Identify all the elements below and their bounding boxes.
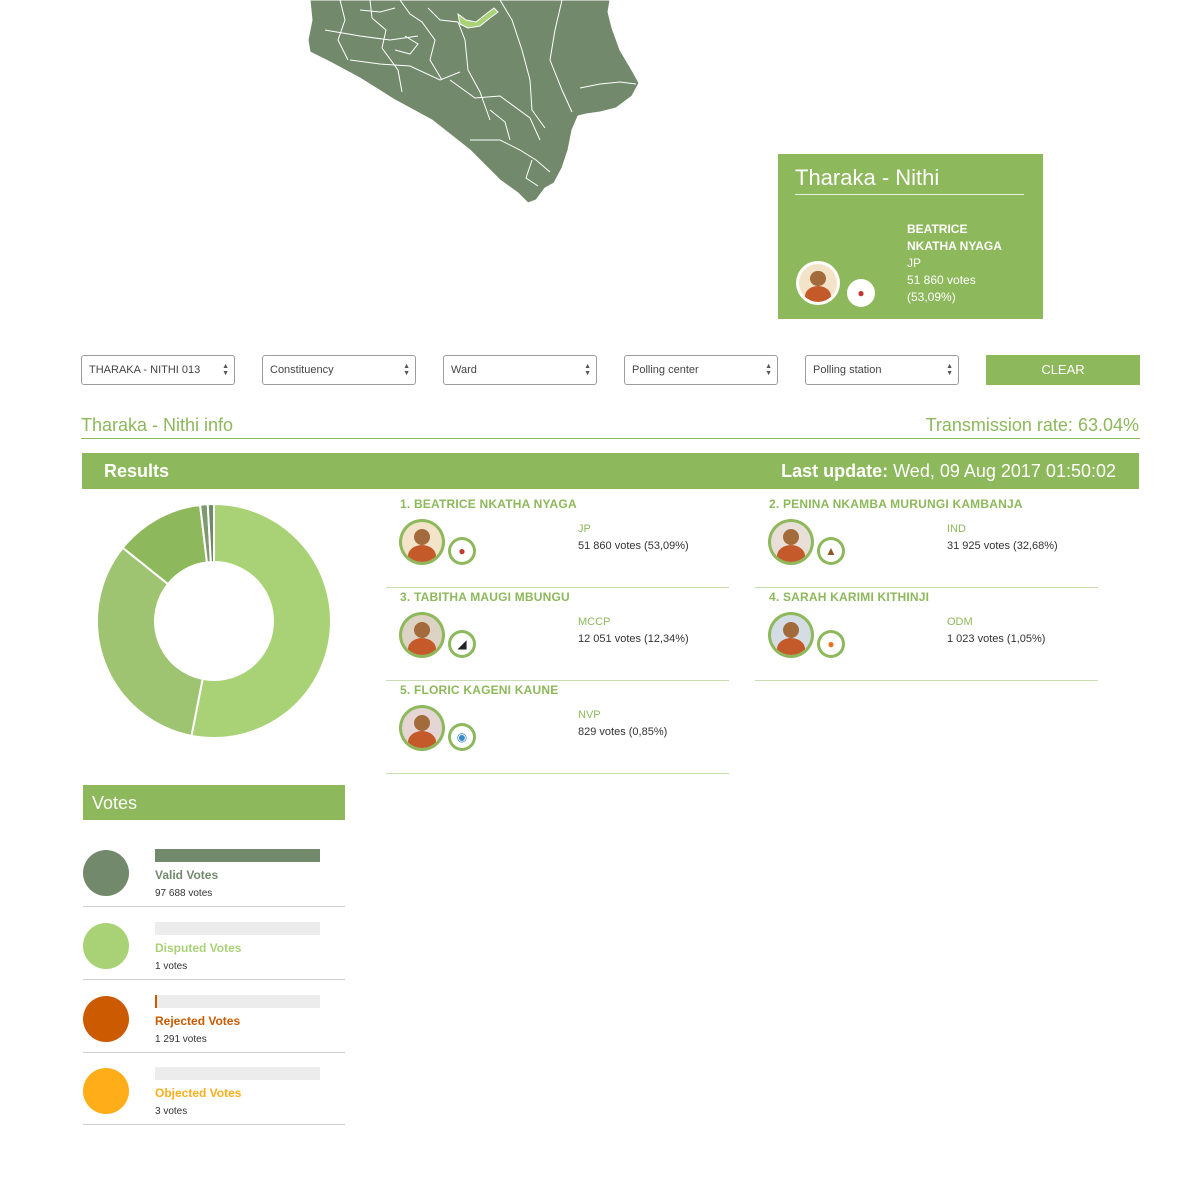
rejected-votes-bar [155,995,320,1008]
popup-title: Tharaka - Nithi [795,165,940,190]
polling-station-select[interactable]: Polling station ▲ ▼ [805,355,959,385]
select-arrows-icon: ▲ ▼ [765,363,772,377]
candidate-party: JP [578,523,591,535]
mccp-party-logo-icon: ◢ [448,630,476,658]
valid-votes-bar [155,849,320,862]
valid-votes-dot [83,850,129,896]
last-update-value: Wed, 09 Aug 2017 01:50:02 [888,461,1116,481]
votes-row-disputed: Disputed Votes 1 votes [83,908,345,980]
select-arrows-icon: ▲ ▼ [584,363,591,377]
polling-center-select-value: Polling center [632,364,699,376]
valid-votes-bar-fill [155,849,320,862]
popup-divider [795,194,1024,195]
candidate-name: 4. SARAH KARIMI KITHINJI [769,590,930,604]
candidate-card[interactable]: 3. TABITHA MAUGI MBUNGU ◢ MCCP 12 051 vo… [386,588,729,681]
candidate-name: 5. FLORIC KAGENI KAUNE [400,683,559,697]
candidate-avatar [399,705,445,751]
independent-logo-icon: ▲ [817,537,845,565]
odm-party-logo-icon: ● [817,630,845,658]
results-header: Results Last update: Wed, 09 Aug 2017 01… [82,453,1139,489]
info-divider [81,438,1140,439]
candidate-card[interactable]: 2. PENINA NKAMBA MURUNGI KAMBANJA ▲ IND … [755,495,1098,588]
select-arrows-icon: ▲ ▼ [222,363,229,377]
valid-votes-count: 97 688 votes [155,888,213,899]
rejected-votes-bar-fill [155,995,158,1008]
results-donut-chart [96,502,332,739]
candidate-card[interactable]: 5. FLORIC KAGENI KAUNE ◉ NVP 829 votes (… [386,681,729,774]
candidate-votes: 12 051 votes (12,34%) [578,633,689,645]
candidate-votes: 31 925 votes (32,68%) [947,540,1058,552]
constituency-select[interactable]: Constituency ▲ ▼ [262,355,416,385]
candidate-card[interactable]: 4. SARAH KARIMI KITHINJI ● ODM 1 023 vot… [755,588,1098,681]
rejected-votes-count: 1 291 votes [155,1034,207,1045]
objected-votes-dot [83,1068,129,1114]
candidate-avatar [399,612,445,658]
candidate-name: 3. TABITHA MAUGI MBUNGU [400,590,570,604]
last-update: Last update: Wed, 09 Aug 2017 01:50:02 [781,461,1116,482]
candidate-name: 1. BEATRICE NKATHA NYAGA [400,497,577,511]
nvp-party-logo-icon: ◉ [448,723,476,751]
candidate-party: ODM [947,616,973,628]
objected-votes-label: Objected Votes [155,1086,242,1100]
rejected-votes-dot [83,996,129,1042]
votes-header: Votes [83,785,345,820]
popup-candidate-name-line1: BEATRICE [907,222,968,236]
polling-station-select-value: Polling station [813,364,882,376]
county-select[interactable]: THARAKA - NITHI 013 ▲ ▼ [81,355,235,385]
objected-votes-bar [155,1067,320,1080]
candidate-party: MCCP [578,616,611,628]
county-popup-card: Tharaka - Nithi BEATRICE NKATHA NYAGA JP… [778,154,1043,319]
select-arrows-icon: ▲ ▼ [403,363,410,377]
ward-select[interactable]: Ward ▲ ▼ [443,355,597,385]
popup-candidate-votes: 51 860 votes [907,273,976,287]
candidate-votes: 51 860 votes (53,09%) [578,540,689,552]
donut-slice-5[interactable] [206,502,215,564]
jp-party-logo-icon: ● [448,537,476,565]
county-info-title: Tharaka - Nithi info [81,415,234,435]
clear-button[interactable]: CLEAR [986,355,1140,385]
candidate-avatar [768,519,814,565]
popup-candidate-party: JP [907,256,922,270]
votes-row-objected: Objected Votes 3 votes [83,1053,345,1125]
candidate-votes: 829 votes (0,85%) [578,726,668,738]
select-arrows-icon: ▲ ▼ [946,363,953,377]
candidate-avatar [399,519,445,565]
objected-votes-count: 3 votes [155,1106,188,1117]
popup-candidate-avatar [796,261,840,305]
candidate-card[interactable]: 1. BEATRICE NKATHA NYAGA ● JP 51 860 vot… [386,495,729,588]
ward-select-value: Ward [451,364,477,376]
candidate-votes: 1 023 votes (1,05%) [947,633,1046,645]
disputed-votes-label: Disputed Votes [155,941,242,955]
polling-center-select[interactable]: Polling center ▲ ▼ [624,355,778,385]
candidate-avatar [768,612,814,658]
kenya-counties-map[interactable] [300,0,645,222]
transmission-rate: Transmission rate: 63.04% [925,415,1139,435]
donut-slice-2[interactable] [96,546,204,737]
results-title: Results [104,461,170,481]
popup-candidate-name-line2: NKATHA NYAGA [907,239,1002,253]
county-select-value: THARAKA - NITHI 013 [89,364,201,376]
rejected-votes-label: Rejected Votes [155,1014,241,1028]
map-landmass[interactable] [307,0,640,204]
disputed-votes-bar [155,922,320,935]
map-region-tharaka-nithi[interactable] [457,7,499,29]
donut-slice-1[interactable] [190,502,332,739]
votes-row-valid: Valid Votes 97 688 votes [83,835,345,907]
last-update-label: Last update: [781,461,889,481]
jp-party-logo-icon: ● [847,279,875,307]
candidate-name: 2. PENINA NKAMBA MURUNGI KAMBANJA [769,497,1023,511]
disputed-votes-dot [83,923,129,969]
constituency-select-value: Constituency [270,364,334,376]
votes-row-rejected: Rejected Votes 1 291 votes [83,981,345,1053]
valid-votes-label: Valid Votes [155,868,219,882]
disputed-votes-count: 1 votes [155,961,188,972]
candidate-party: NVP [578,709,601,721]
popup-leader-info: BEATRICE NKATHA NYAGA JP 51 860 votes (5… [907,221,1002,306]
candidate-party: IND [947,523,966,535]
popup-candidate-percent: (53,09%) [907,290,956,304]
